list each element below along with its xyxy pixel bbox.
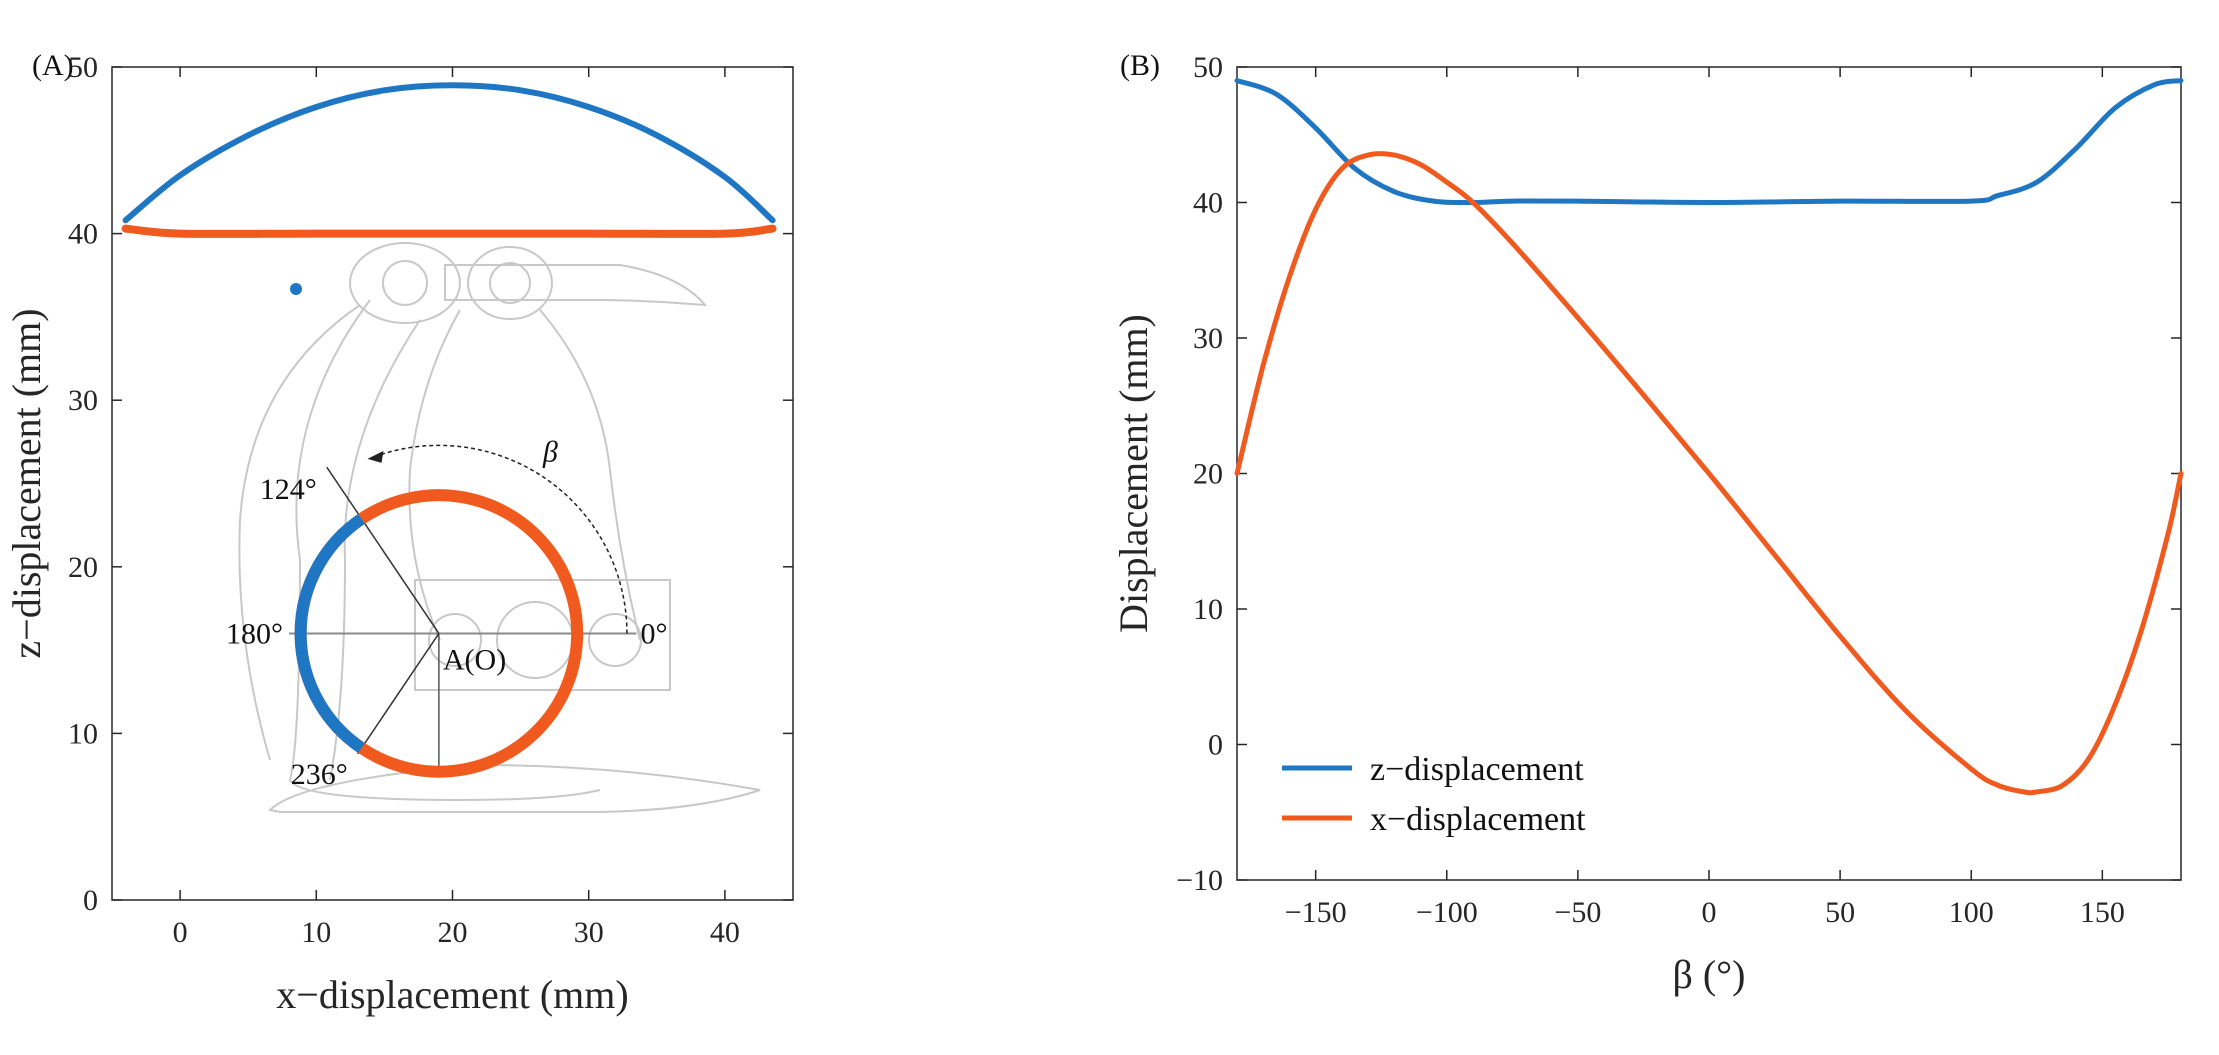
crank-circle-swing-arc <box>294 513 365 754</box>
leg-outline <box>329 319 421 781</box>
angle-label-0: 0° <box>640 617 667 650</box>
legend-label-z: z−displacement <box>1370 751 1584 788</box>
hip-joint-marker <box>290 283 302 295</box>
y-tick-label: 30 <box>1193 322 1223 355</box>
joint-outline <box>489 262 531 304</box>
x-tick-label: 30 <box>574 916 604 949</box>
x-tick-label: 0 <box>173 916 188 949</box>
base-outline <box>414 579 671 691</box>
series-line-x <box>121 224 777 238</box>
x-tick-label: 10 <box>301 916 331 949</box>
x-tick-label: 0 <box>1702 896 1717 929</box>
series-a <box>121 82 777 238</box>
leg-outline <box>238 304 361 761</box>
center-label: A(O) <box>443 643 506 676</box>
angle-line-236 <box>357 633 440 755</box>
panel-b-label: (B) <box>1120 49 1160 82</box>
y-axis-label: z−displacement (mm) <box>4 308 49 658</box>
panel-a-label: (A) <box>32 49 74 82</box>
x-tick-label: −50 <box>1554 896 1601 929</box>
crank-hub <box>428 613 482 667</box>
legend: z−displacement x−displacement <box>1282 751 1586 838</box>
leg-outline <box>289 299 371 781</box>
y-axis-label: Displacement (mm) <box>1111 314 1156 633</box>
angle-label-180: 180° <box>226 617 283 650</box>
foot-outline <box>289 779 601 802</box>
crank-hub <box>496 601 574 679</box>
body-outline <box>408 309 461 641</box>
y-tick-label: 0 <box>83 884 98 917</box>
y-tick-label: 20 <box>1193 458 1223 491</box>
x-tick-label: 150 <box>2080 896 2125 929</box>
y-tick-label: 40 <box>68 218 98 251</box>
panel-a: (A) β 0° 124° 180° 236° A(O) 0 10 20 30 40 0 10 20 30… <box>4 49 794 1017</box>
beta-arrow-head <box>367 450 384 463</box>
x-axis-label: x−displacement (mm) <box>276 972 628 1017</box>
foot-outline <box>267 763 761 813</box>
body-outline <box>539 309 641 641</box>
y-tick-label: 20 <box>68 551 98 584</box>
y-tick-label: 10 <box>1193 593 1223 626</box>
joint-outline <box>467 246 553 320</box>
joint-outline <box>349 242 461 324</box>
joint-outline <box>382 260 428 306</box>
link-outline <box>444 264 708 307</box>
beta-label: β <box>542 436 558 469</box>
y-tick-label: −10 <box>1176 864 1223 897</box>
y-tick-label: 40 <box>1193 187 1223 220</box>
series-b <box>1234 78 2184 796</box>
angle-label-124: 124° <box>260 473 317 506</box>
x-tick-label: −150 <box>1285 896 1347 929</box>
ticks-a: 0 10 20 30 40 0 10 20 30 40 50 <box>68 51 793 949</box>
legend-label-x: x−displacement <box>1370 801 1586 838</box>
y-tick-label: 10 <box>68 717 98 750</box>
crank-diagram: β 0° 124° 180° 236° A(O) <box>226 436 667 791</box>
angle-line-124 <box>326 466 440 634</box>
y-tick-label: 0 <box>1208 729 1223 762</box>
y-tick-label: 30 <box>68 384 98 417</box>
x-tick-label: 50 <box>1825 896 1855 929</box>
x-axis-label: β (°) <box>1673 952 1746 997</box>
x-tick-label: −100 <box>1416 896 1478 929</box>
series-line-z <box>122 82 776 224</box>
series-line-x <box>1234 151 2184 796</box>
series-line-z <box>1234 78 2184 206</box>
x-tick-label: 40 <box>710 916 740 949</box>
beta-arc <box>371 444 628 634</box>
y-tick-label: 50 <box>1193 51 1223 84</box>
angle-label-236: 236° <box>291 758 348 791</box>
mechanism-sketch <box>238 242 761 813</box>
x-tick-label: 20 <box>438 916 468 949</box>
crank-hub <box>588 613 642 667</box>
y-tick-label: 50 <box>68 51 98 84</box>
x-tick-label: 100 <box>1949 896 1994 929</box>
